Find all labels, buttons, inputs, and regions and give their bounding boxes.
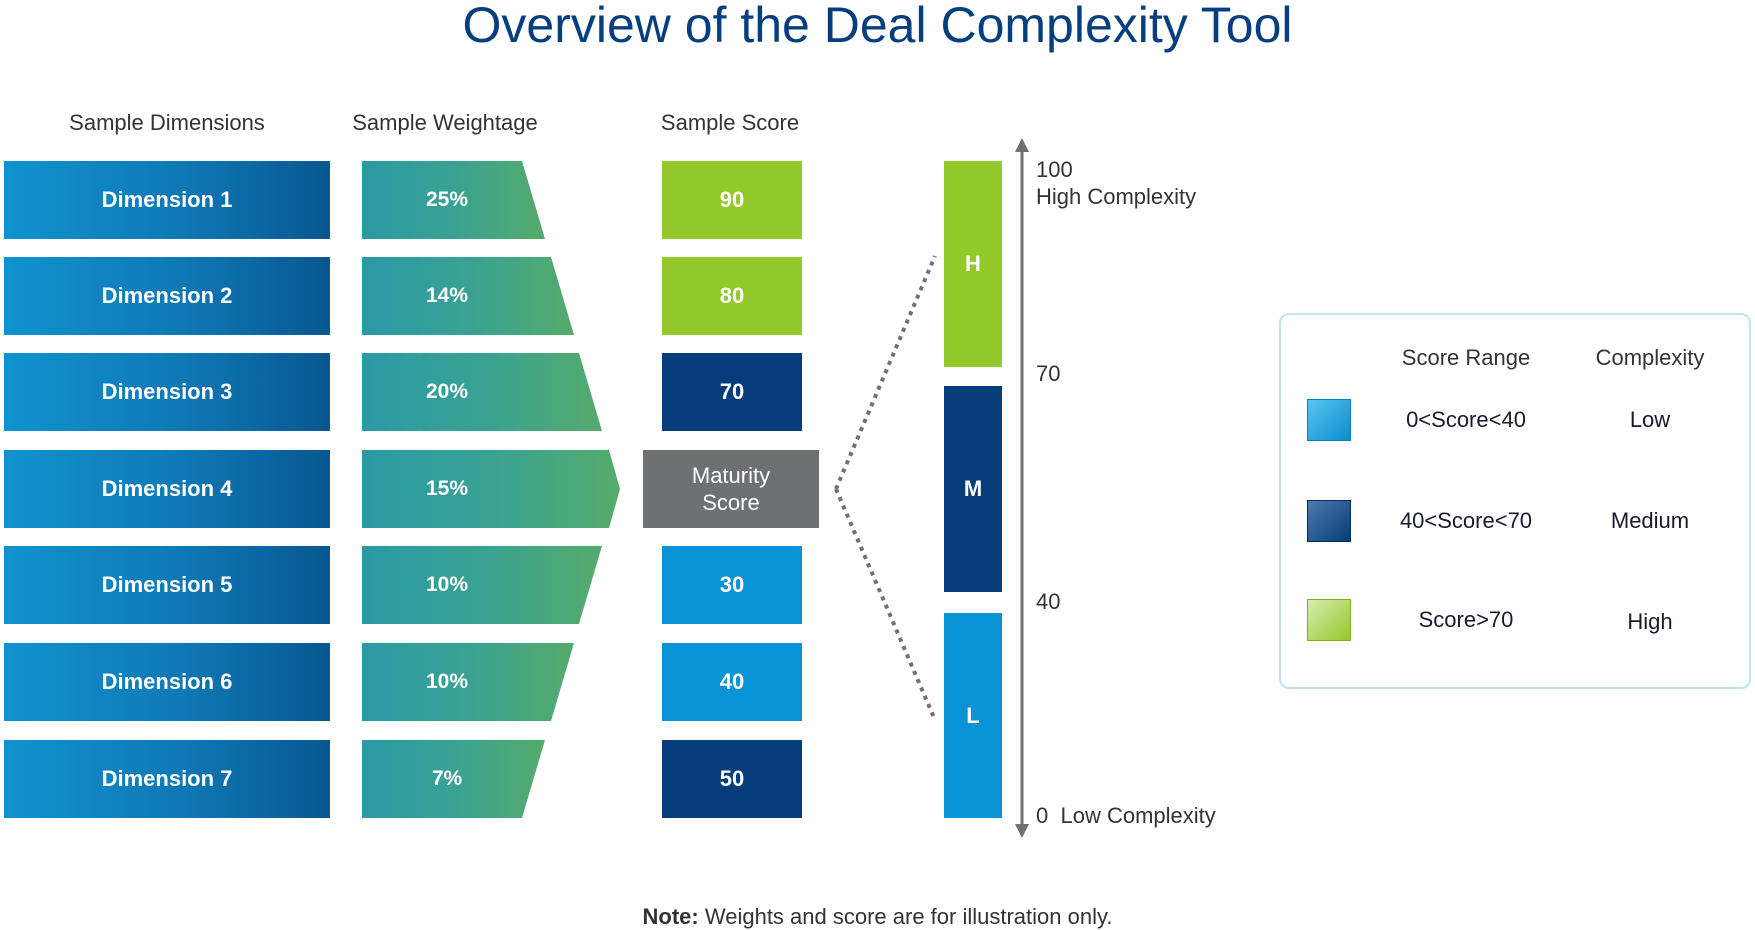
dotted-line-lower [834, 488, 937, 721]
band-high-label: H [965, 251, 981, 276]
footnote-text: Weights and score are for illustration o… [704, 904, 1113, 929]
score-box: 50 [662, 740, 802, 818]
footnote-label: Note: [642, 904, 699, 929]
score-value: 70 [719, 379, 745, 404]
dimension-label: Dimension 3 [101, 379, 233, 404]
score-value: 80 [719, 283, 745, 308]
dimension-box: Dimension 4 [4, 450, 330, 528]
legend-swatch-low [1307, 399, 1351, 441]
scale-bottom-value: 0 [1036, 803, 1049, 828]
scale-mark-40: 40 [1036, 589, 1061, 614]
maturity-label-line1: Maturity [691, 463, 771, 488]
band-low: L [944, 613, 1002, 818]
page-title: Overview of the Deal Complexity Tool [462, 0, 1293, 53]
score-box: 90 [662, 161, 802, 239]
score-box: 30 [662, 546, 802, 624]
weightage-shape: 10% [362, 643, 574, 721]
weightage-shape: 10% [362, 546, 602, 624]
scale-bottom: 0 Low Complexity [1036, 802, 1216, 829]
band-low-label: L [966, 702, 980, 728]
scale-top: 100 High Complexity [1036, 156, 1196, 210]
legend-complexity-high: High [1627, 609, 1673, 634]
band-medium-label: M [963, 476, 983, 501]
legend-header-complexity: Complexity [1595, 345, 1705, 370]
dimension-label: Dimension 5 [101, 572, 233, 597]
weightage-label: 20% [425, 380, 469, 403]
maturity-label-line2: Score [702, 490, 760, 515]
weightage-label: 14% [425, 284, 469, 307]
dimension-label: Dimension 2 [101, 283, 233, 308]
weightage-shape: 15% [362, 450, 620, 528]
dimension-label: Dimension 4 [101, 476, 233, 501]
legend-complexity-low: Low [1629, 407, 1671, 432]
score-box: 40 [662, 643, 802, 721]
weightage-shape: 14% [362, 257, 574, 335]
score-value: 90 [719, 187, 745, 212]
scale-mark-70: 70 [1036, 361, 1061, 386]
dimension-box: Dimension 5 [4, 546, 330, 624]
scale-arrow-down-icon [1015, 824, 1029, 838]
column-header-dimensions: Sample Dimensions [69, 110, 265, 135]
scale-top-label: High Complexity [1036, 184, 1197, 209]
band-medium: M [944, 386, 1002, 592]
score-value: 40 [719, 669, 745, 694]
weightage-label: 10% [425, 573, 469, 596]
legend-complexity-medium: Medium [1610, 508, 1690, 533]
weightage-label: 7% [431, 767, 463, 790]
dimension-box: Dimension 3 [4, 353, 330, 431]
band-high: H [944, 161, 1002, 367]
weightage-label: 15% [425, 477, 469, 500]
dimension-box: Dimension 7 [4, 740, 330, 818]
score-box: 80 [662, 257, 802, 335]
weightage-shape: 7% [362, 740, 545, 818]
legend-header-range: Score Range [1401, 345, 1531, 370]
score-box: 70 [662, 353, 802, 431]
weightage-shape: 20% [362, 353, 602, 431]
dimension-box: Dimension 2 [4, 257, 330, 335]
dotted-line-upper [834, 255, 937, 490]
dimension-box: Dimension 1 [4, 161, 330, 239]
weightage-label: 10% [425, 670, 469, 693]
weightage-label: 25% [425, 188, 469, 211]
footnote: Note: Weights and score are for illustra… [0, 904, 1755, 930]
legend-box [1279, 313, 1751, 689]
legend-swatch-high [1307, 599, 1351, 641]
scale-arrow-up-icon [1015, 138, 1029, 152]
scale-bottom-label: Low Complexity [1060, 803, 1216, 828]
score-value: 50 [719, 766, 745, 791]
dimension-label: Dimension 1 [101, 187, 233, 212]
dimension-label: Dimension 7 [101, 766, 233, 791]
weightage-shape: 25% [362, 161, 545, 239]
column-header-score: Sample Score [660, 110, 800, 135]
column-header-weightage: Sample Weightage [352, 110, 538, 135]
legend-swatch-medium [1307, 500, 1351, 542]
dimension-box: Dimension 6 [4, 643, 330, 721]
dimension-label: Dimension 6 [101, 669, 233, 694]
legend-range-high: Score>70 [1418, 607, 1514, 632]
legend-range-low: 0<Score<40 [1406, 407, 1526, 432]
scale-top-value: 100 [1036, 157, 1073, 182]
legend-range-medium: 40<Score<70 [1399, 508, 1533, 533]
maturity-score-box: Maturity Score [643, 450, 819, 528]
score-value: 30 [719, 572, 745, 597]
